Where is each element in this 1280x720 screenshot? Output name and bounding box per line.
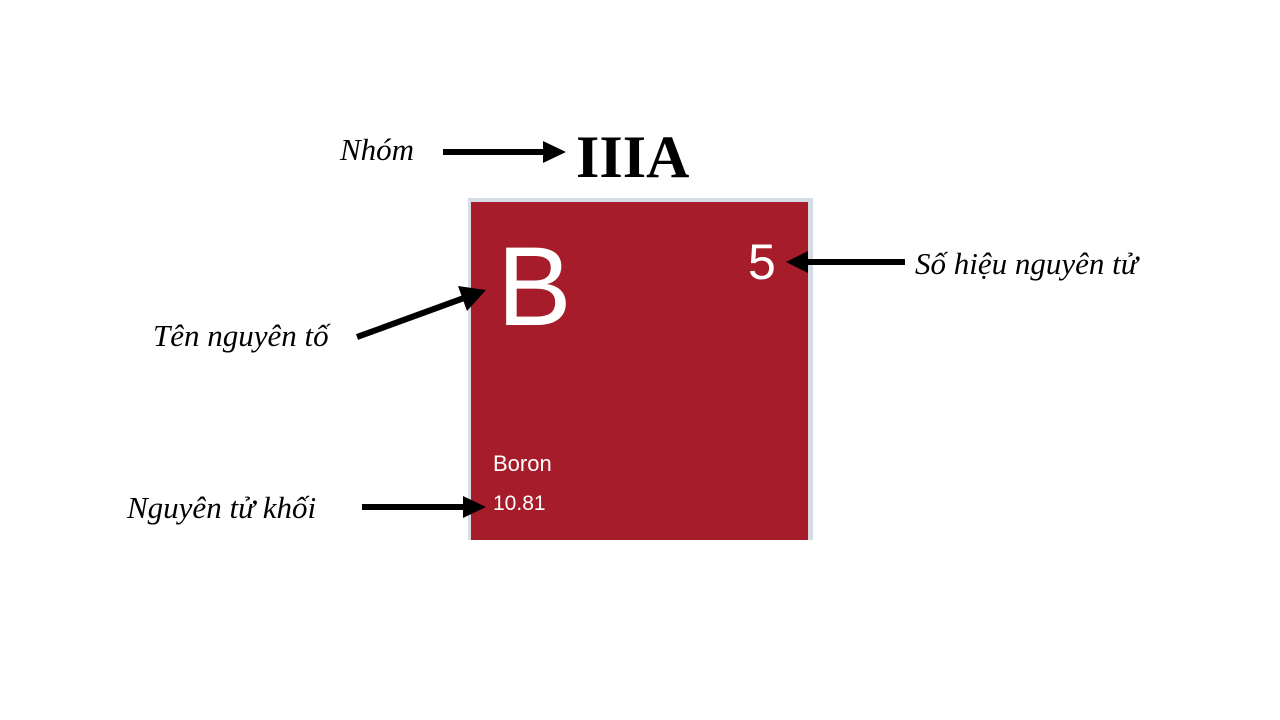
atomic-mass: 10.81 — [493, 492, 546, 515]
symbol-label: Tên nguyên tố — [153, 318, 329, 353]
element-tile: B 5 Boron 10.81 — [471, 202, 808, 540]
group-value: IIIA — [576, 124, 690, 190]
atomic-mass-label: Nguyên tử khối — [127, 490, 317, 525]
group-arrow — [443, 141, 566, 163]
atomic-mass-arrow — [362, 496, 486, 518]
element-symbol: B — [497, 224, 572, 349]
symbol-arrow — [355, 286, 486, 340]
element-name: Boron — [493, 451, 552, 476]
atomic-number-arrow — [786, 251, 905, 273]
group-caption: Nhóm — [340, 132, 415, 167]
atomic-number: 5 — [748, 234, 776, 290]
atomic-number-label: Số hiệu nguyên tử — [915, 246, 1138, 281]
